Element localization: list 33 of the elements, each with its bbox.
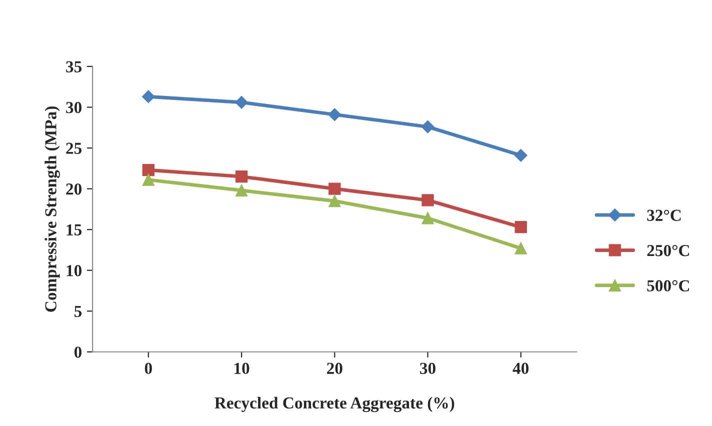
point [235, 184, 248, 196]
legend-label: 32°C [647, 210, 681, 221]
x-tick-label: 10 [234, 362, 250, 374]
x-tick-label: 20 [327, 362, 342, 374]
point [422, 194, 434, 206]
y-tick-label: 10 [66, 265, 82, 276]
y-tick-label: 0 [74, 346, 82, 358]
point [514, 221, 527, 234]
y-axis-title: Compressive Strength (MPa) [44, 106, 60, 312]
point [328, 194, 341, 208]
y-tick-label: 20 [66, 183, 82, 195]
y-tick-label: 5 [74, 306, 82, 318]
point [422, 212, 434, 224]
point [514, 242, 527, 254]
point [328, 108, 342, 121]
point [142, 164, 154, 176]
legend-label: 500°C [647, 280, 689, 292]
x-tick-label: 0 [144, 362, 152, 374]
x-tick-label: 30 [420, 362, 436, 374]
point [235, 96, 248, 109]
point [328, 182, 341, 195]
y-tick-label: 15 [66, 224, 82, 236]
point [142, 90, 155, 104]
point [514, 148, 528, 162]
x-tick-label: 40 [512, 362, 529, 374]
point [235, 170, 248, 183]
legend-label: 250°C [647, 244, 689, 256]
y-tick-label: 25 [66, 142, 82, 154]
point [421, 120, 434, 134]
y-tick-label: 35 [66, 61, 82, 72]
y-tick-label: 30 [66, 102, 82, 114]
x-axis-title: Recycled Concrete Aggregate (%) [214, 396, 454, 412]
point [142, 174, 154, 186]
